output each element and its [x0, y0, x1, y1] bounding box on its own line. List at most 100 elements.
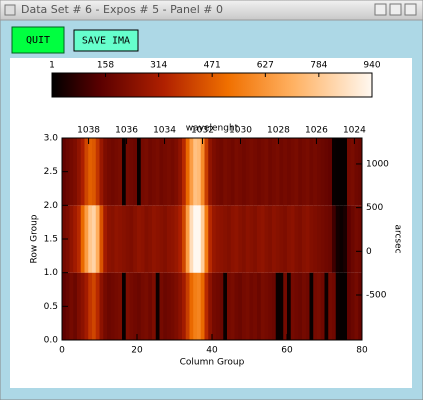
heatmap-cell	[245, 272, 250, 340]
maximize-button[interactable]	[389, 3, 402, 16]
heatmap-cell	[140, 272, 145, 340]
quit-button[interactable]	[11, 26, 65, 54]
heatmap-cell	[182, 272, 187, 340]
x2-label: wavelenght	[186, 124, 239, 134]
heatmap-cell	[73, 138, 78, 206]
heatmap-cell	[245, 205, 250, 273]
heatmap-cell	[73, 272, 78, 340]
heatmap-cell	[84, 205, 89, 273]
colorbar-tick-label: 940	[363, 61, 380, 71]
heatmap-cell	[343, 205, 348, 273]
heatmap-cell	[354, 272, 359, 340]
heatmap-cell	[238, 272, 243, 340]
heatmap-cell	[275, 138, 280, 206]
heatmap-cell	[347, 138, 352, 206]
heatmap-cell	[298, 272, 303, 340]
x-label: Column Group	[180, 358, 245, 368]
minimize-button[interactable]	[374, 3, 387, 16]
heatmap-cell	[69, 205, 74, 273]
heatmap-cell	[144, 272, 149, 340]
heatmap-cell	[320, 272, 325, 340]
heatmap-cell	[268, 138, 273, 206]
heatmap-cell	[275, 205, 280, 273]
heatmap-cell	[253, 205, 258, 273]
y2-tick-label: -500	[366, 291, 387, 301]
window-icon[interactable]	[4, 4, 16, 16]
title-bar	[0, 0, 423, 21]
y2-label: arcsec	[393, 224, 403, 253]
heatmap-cell	[230, 138, 235, 206]
heatmap-cell	[264, 272, 269, 340]
heatmap-cell	[328, 205, 333, 273]
heatmap-cell	[122, 138, 127, 206]
heatmap-cell	[275, 272, 280, 340]
y-label: Row Group	[30, 214, 40, 263]
heatmap-cell	[350, 272, 355, 340]
heatmap-cell	[328, 272, 333, 340]
heatmap-cell	[230, 205, 235, 273]
heatmap-cell	[185, 272, 190, 340]
heatmap-cell	[137, 138, 142, 206]
colorbar-tick-label: 158	[97, 61, 114, 71]
heatmap-cell	[253, 272, 258, 340]
heatmap-cell	[302, 138, 307, 206]
heatmap-cell	[200, 272, 205, 340]
heatmap-cell	[298, 138, 303, 206]
x2-tick-label: 1028	[267, 126, 290, 136]
y-tick-label: 1.0	[44, 268, 59, 278]
heatmap-cell	[309, 205, 314, 273]
heatmap-cell	[234, 138, 239, 206]
heatmap-cell	[257, 272, 262, 340]
heatmap-cell	[137, 272, 142, 340]
heatmap-cell	[114, 272, 119, 340]
heatmap-cell	[163, 205, 168, 273]
heatmap-cell	[317, 205, 322, 273]
save-button[interactable]	[73, 29, 139, 52]
heatmap-cell	[155, 272, 160, 340]
heatmap-cell	[167, 138, 172, 206]
y-tick-label: 1.5	[44, 235, 58, 245]
heatmap-cell	[99, 138, 104, 206]
x-tick-label: 20	[131, 346, 143, 356]
heatmap-cell	[193, 138, 198, 206]
heatmap-cell	[294, 138, 299, 206]
heatmap-cell	[182, 205, 187, 273]
close-button[interactable]	[404, 3, 417, 16]
heatmap-cell	[152, 272, 157, 340]
heatmap-cell	[118, 138, 123, 206]
heatmap-cell	[332, 272, 337, 340]
heatmap-cell	[144, 138, 149, 206]
heatmap-cell	[268, 205, 273, 273]
heatmap-cell	[347, 272, 352, 340]
heatmap-cell	[305, 272, 310, 340]
heatmap-cell	[208, 138, 213, 206]
heatmap-cell	[178, 272, 183, 340]
heatmap-cell	[95, 205, 100, 273]
colorbar-tick-label: 627	[257, 61, 274, 71]
heatmap-cell	[114, 205, 119, 273]
heatmap-cell	[133, 138, 138, 206]
heatmap-cell	[193, 272, 198, 340]
heatmap-cell	[133, 205, 138, 273]
heatmap-cell	[163, 272, 168, 340]
heatmap-cell	[339, 272, 344, 340]
heatmap-cell	[84, 138, 89, 206]
heatmap-cell	[317, 138, 322, 206]
heatmap-cell	[110, 205, 115, 273]
heatmap-cell	[212, 272, 217, 340]
heatmap-cell	[125, 272, 130, 340]
heatmap-cell	[80, 138, 85, 206]
heatmap-cell	[92, 272, 97, 340]
heatmap-cell	[305, 205, 310, 273]
heatmap-cell	[313, 272, 318, 340]
heatmap-cell	[335, 138, 340, 206]
heatmap-cell	[290, 205, 295, 273]
heatmap-cell	[332, 205, 337, 273]
heatmap-cell	[324, 272, 329, 340]
x2-tick-label: 1024	[343, 126, 366, 136]
heatmap-cell	[159, 272, 164, 340]
heatmap-cell	[197, 272, 202, 340]
heatmap-cell	[279, 138, 284, 206]
heatmap-cell	[298, 205, 303, 273]
